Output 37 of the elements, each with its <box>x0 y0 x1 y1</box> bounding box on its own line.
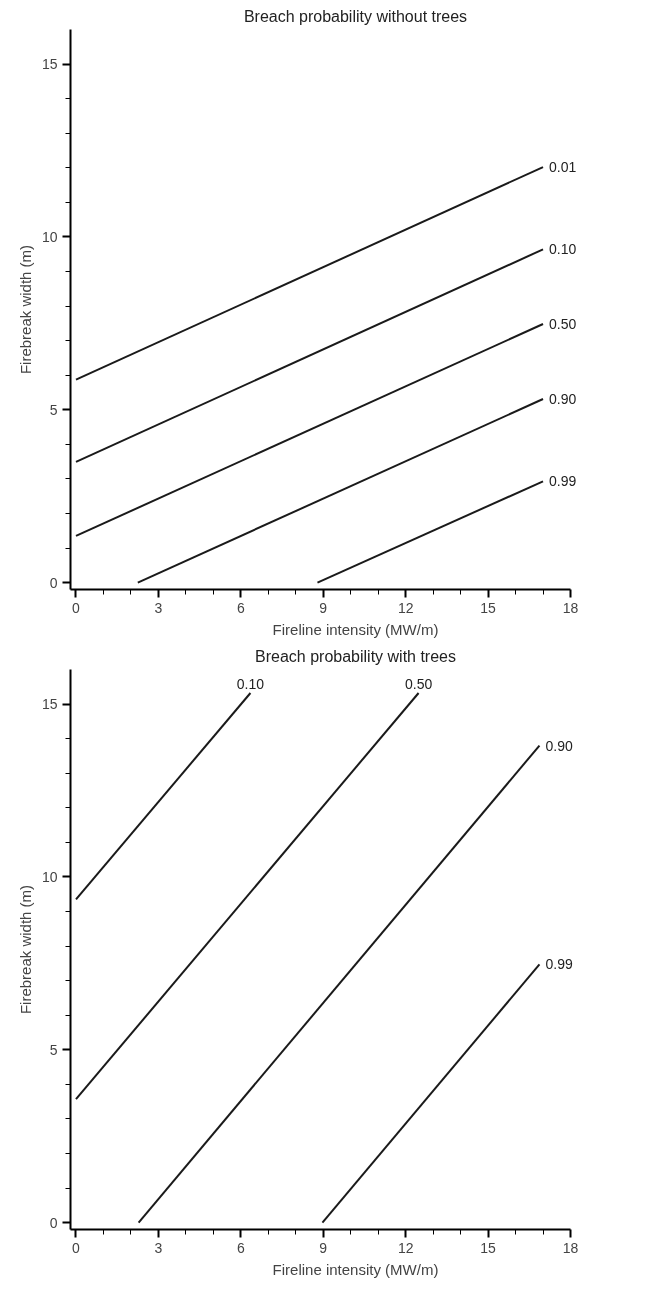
x-tick-label: 6 <box>236 1239 245 1256</box>
y-tick-label: 0 <box>49 574 58 591</box>
y-tick-label: 5 <box>49 1041 58 1058</box>
y-tick-label: 10 <box>41 868 58 885</box>
y-tick-label: 10 <box>41 228 58 245</box>
x-tick-label: 0 <box>72 599 81 616</box>
x-tick-label: 18 <box>562 599 579 616</box>
y-tick-label: 0 <box>49 1214 58 1231</box>
series-label: 0.99 <box>545 956 573 973</box>
series-label: 0.10 <box>236 676 265 693</box>
x-tick-label: 3 <box>154 599 163 616</box>
series-label: 0.50 <box>404 676 433 693</box>
series-label: 0.50 <box>549 316 577 333</box>
x-tick-label: 3 <box>154 1239 163 1256</box>
y-tick-label: 15 <box>41 696 58 713</box>
x-tick-label: 9 <box>319 1239 328 1256</box>
x-axis-title: Fireline intensity (MW/m) <box>272 620 439 638</box>
x-tick-label: 9 <box>319 599 328 616</box>
y-tick-label: 5 <box>49 401 58 418</box>
x-tick-label: 15 <box>480 1239 497 1256</box>
x-axis-title: Fireline intensity (MW/m) <box>272 1260 439 1278</box>
chart-title: Breach probability with trees <box>255 647 456 665</box>
x-tick-label: 0 <box>72 1239 81 1256</box>
x-tick-label: 12 <box>397 599 414 616</box>
y-tick-label: 15 <box>41 56 58 73</box>
series-label: 0.10 <box>549 241 577 258</box>
series-label: 0.90 <box>545 737 573 754</box>
series-label: 0.90 <box>549 391 577 408</box>
x-tick-label: 18 <box>562 1239 579 1256</box>
series-label: 0.01 <box>549 159 577 176</box>
x-tick-label: 6 <box>236 599 245 616</box>
y-axis-title: Firebreak width (m) <box>16 244 34 375</box>
x-tick-label: 15 <box>480 599 497 616</box>
series-label: 0.99 <box>549 473 577 490</box>
y-axis-title: Firebreak width (m) <box>16 884 34 1015</box>
chart-title: Breach probability without trees <box>243 7 468 25</box>
x-tick-label: 12 <box>397 1239 414 1256</box>
